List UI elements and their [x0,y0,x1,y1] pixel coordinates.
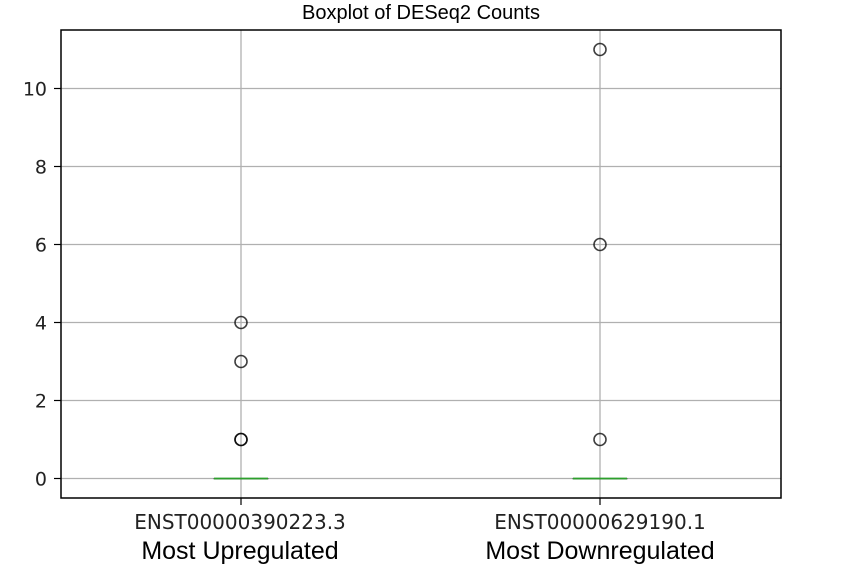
plot-frame [60,29,782,499]
x-tick-label-1: ENST00000390223.3 [134,510,346,534]
y-tick-label: 2 [35,391,47,413]
y-tick-label: 8 [35,157,47,179]
outlier-point [593,42,607,57]
group-label-downregulated: Most Downregulated [485,537,715,565]
outlier-point [234,432,248,447]
y-tick-label: 10 [23,79,47,101]
outlier-point [234,315,248,330]
x-tick-label-2: ENST00000629190.1 [494,510,706,534]
outlier-point [593,432,607,447]
outlier-point [593,237,607,252]
y-tick-label: 0 [35,469,47,491]
y-tick-label: 4 [35,313,47,335]
group-label-upregulated: Most Upregulated [141,537,339,565]
chart-title: Boxplot of DESeq2 Counts [302,2,540,24]
outlier-point [234,354,248,369]
y-tick-label: 6 [35,235,47,257]
